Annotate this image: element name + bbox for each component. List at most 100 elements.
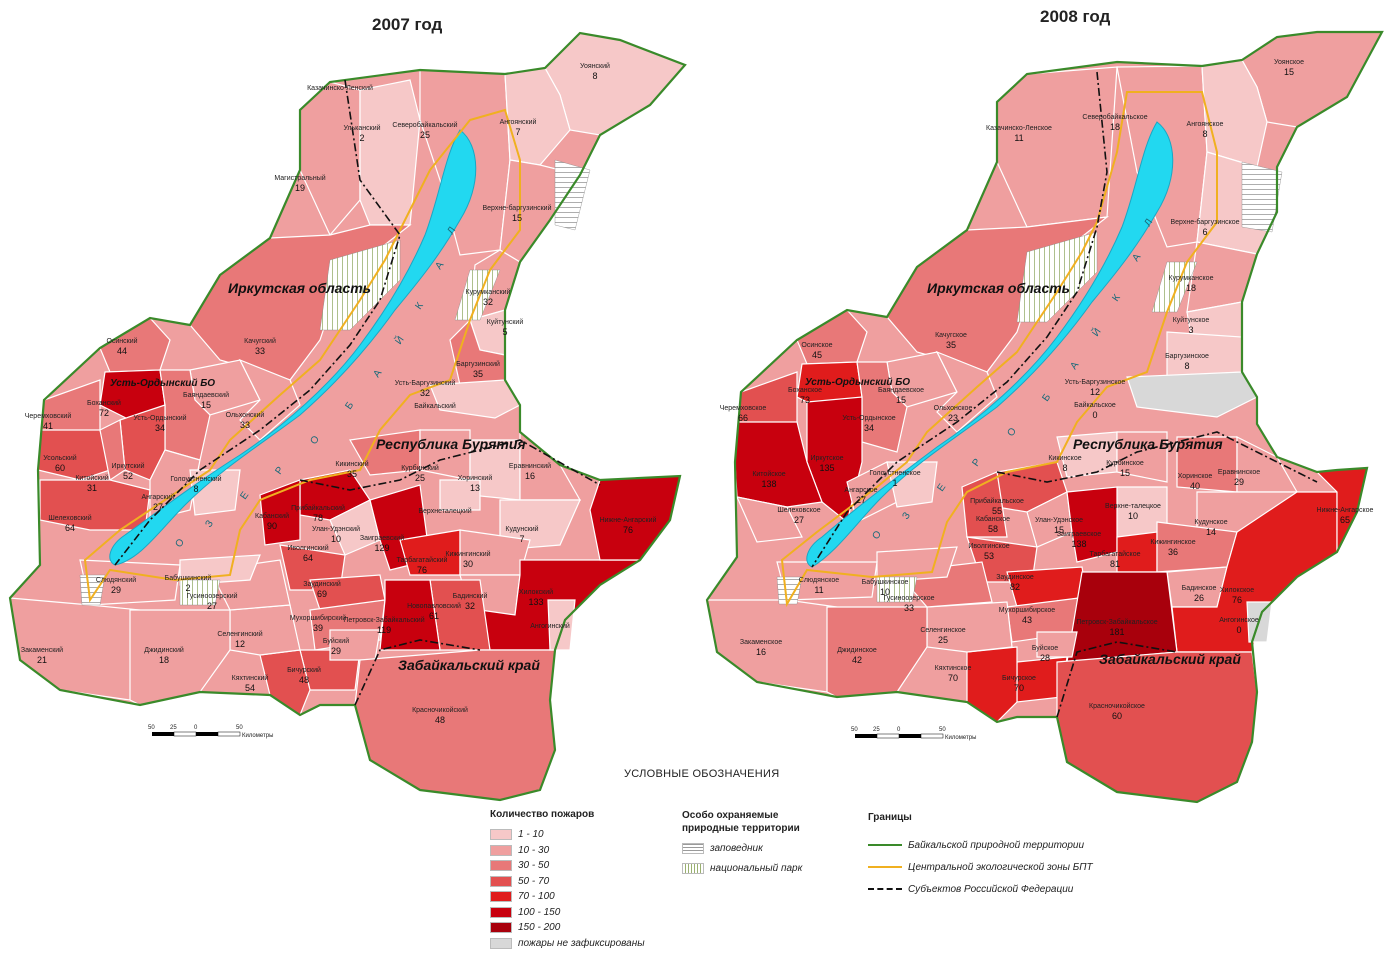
district-fire-count: 119 <box>377 625 391 635</box>
district-fire-count: 64 <box>65 523 75 533</box>
legend-fire-class: 10 - 30 <box>490 843 645 859</box>
legend-borders: Границы Байкальской природной территории… <box>868 811 1093 900</box>
district-name: Кабанский <box>255 512 289 520</box>
legend-fire-class: 70 - 100 <box>490 889 645 905</box>
district-fire-count: 29 <box>1234 477 1244 487</box>
district-fire-count: 45 <box>812 350 822 360</box>
district-name: Баяндаевское <box>878 387 924 394</box>
district-fire-count: 32 <box>465 601 475 611</box>
district-name: Ольхонский <box>226 411 265 419</box>
district-name: Кудунский <box>505 525 538 533</box>
district-fire-count: 15 <box>201 400 211 410</box>
district-name: Верхнеталецкий <box>418 507 471 515</box>
district-fire-count: 35 <box>347 469 357 479</box>
district-name: Курбинское <box>1106 459 1144 467</box>
district-name: Баргузинское <box>1165 353 1209 360</box>
district-name: Джидинский <box>144 646 184 654</box>
map-2007: Иркутская область Республика Бурятия Заб… <box>8 31 687 802</box>
district-fire-count: 3 <box>1188 325 1193 335</box>
district-name: Еравнинский <box>509 462 551 470</box>
district-fire-count: 76 <box>1232 595 1242 605</box>
district-fire-count: 27 <box>153 502 163 512</box>
district-name: Иволгинский <box>287 544 328 552</box>
district-name: Бадинский <box>453 592 488 600</box>
district-fire-count: 0 <box>1236 625 1241 635</box>
district-fire-count: 35 <box>473 369 483 379</box>
legend-fire-class-label: 50 - 70 <box>518 875 550 887</box>
color-swatch-icon <box>490 829 512 841</box>
border-bpt-2008 <box>705 30 1384 804</box>
district-fire-count: 34 <box>864 423 874 433</box>
district-fire-count: 29 <box>331 646 341 656</box>
district-fire-count: 8 <box>1202 129 1207 139</box>
region-babushkin-2008 <box>876 546 958 583</box>
district-name: Бабушкинское <box>862 578 909 586</box>
legend-fire-classes: 1 - 10 10 - 30 30 - 50 50 - 70 70 - 100 100 -… <box>490 827 645 951</box>
district-fire-count: 16 <box>756 647 766 657</box>
district-fire-count: 65 <box>1340 515 1350 525</box>
district-name: Верхне-баргузинский <box>482 204 551 212</box>
district-name: Усть-Ордынское <box>842 415 895 422</box>
district-name: Черемховский <box>25 412 72 420</box>
district-fire-count: 27 <box>856 495 866 505</box>
district-fire-count: 70 <box>1014 683 1024 693</box>
district-name: Курумканский <box>466 288 511 296</box>
district-name: Заудинское <box>996 574 1034 581</box>
district-fire-count: 76 <box>417 565 427 575</box>
district-fire-count: 8 <box>1184 361 1189 371</box>
district-fire-count: 32 <box>420 388 430 398</box>
region-shelekhov-2008 <box>735 496 803 543</box>
label-ustorda-2008: Усть-Ордынский БО <box>805 377 910 388</box>
district-fire-count: 25 <box>938 635 948 645</box>
district-fire-count: 54 <box>245 683 255 693</box>
district-fire-count: 70 <box>948 673 958 683</box>
district-fire-count: 61 <box>429 611 439 621</box>
district-fire-count: 48 <box>435 715 445 725</box>
district-fire-count: 12 <box>235 639 245 649</box>
district-name: Гусиноозерский <box>186 592 237 600</box>
district-name: Красночикойский <box>412 706 468 714</box>
district-name: Уоянский <box>580 62 610 70</box>
region-kitoy <box>99 419 126 481</box>
district-name: Хилокское <box>1220 587 1254 594</box>
district-name: Нижне-Ангарское <box>1317 507 1374 514</box>
district-name: Мухоршибирский <box>290 614 346 622</box>
color-swatch-icon <box>490 906 512 918</box>
region-buisk-2008 <box>1036 631 1078 658</box>
zapovednik-barguzin-2007 <box>554 159 591 231</box>
legend-item-label: заповедник <box>710 843 763 855</box>
district-name: Казачинско-Ленское <box>986 125 1052 132</box>
district-name: Ангарский <box>141 493 174 501</box>
district-name: Баргузинский <box>456 360 500 368</box>
legend-title: УСЛОВНЫЕ ОБОЗНАЧЕНИЯ <box>624 768 780 780</box>
scale-bar-2008: 50 25 0 50 Километры <box>851 727 976 741</box>
green-line-icon <box>868 844 902 846</box>
district-fire-count: 30 <box>463 559 473 569</box>
district-name: Верхне-талецкое <box>1105 503 1161 510</box>
lake-letter: К <box>1110 292 1122 303</box>
district-name: Слюдянское <box>799 577 840 584</box>
district-fire-count: 18 <box>1110 122 1120 132</box>
district-name: Кижингинское <box>1150 539 1195 546</box>
lake-letter: Л <box>445 225 458 237</box>
map-title-2008: 2008 год <box>1040 7 1111 26</box>
label-irkutsk-2008: Иркутская область <box>927 280 1070 296</box>
district-name: Улан-Удэнский <box>312 525 360 533</box>
district-fire-count: 23 <box>948 413 958 423</box>
district-name: Голоустненское <box>869 470 920 477</box>
district-fire-count: 42 <box>852 655 862 665</box>
district-fire-count: 18 <box>159 655 169 665</box>
district-fire-count: 35 <box>946 340 956 350</box>
district-name: Курумканское <box>1169 275 1214 282</box>
district-name: Усть-Баргузинское <box>1065 379 1126 386</box>
label-ustorda-2007: Усть-Ордынский БО <box>110 378 215 389</box>
legend-fire-class-label: 70 - 100 <box>518 891 555 903</box>
district-fire-count: 36 <box>1168 547 1178 557</box>
district-fire-count: 15 <box>1120 468 1130 478</box>
district-fire-count: 18 <box>1186 283 1196 293</box>
zapovednik-south-2008 <box>776 576 803 605</box>
district-fire-count: 28 <box>1040 653 1050 663</box>
zapovednik-barguzin-2008 <box>1241 161 1283 233</box>
district-name: Улан-Удэнское <box>1035 517 1083 524</box>
border-czone-2007 <box>83 108 521 603</box>
